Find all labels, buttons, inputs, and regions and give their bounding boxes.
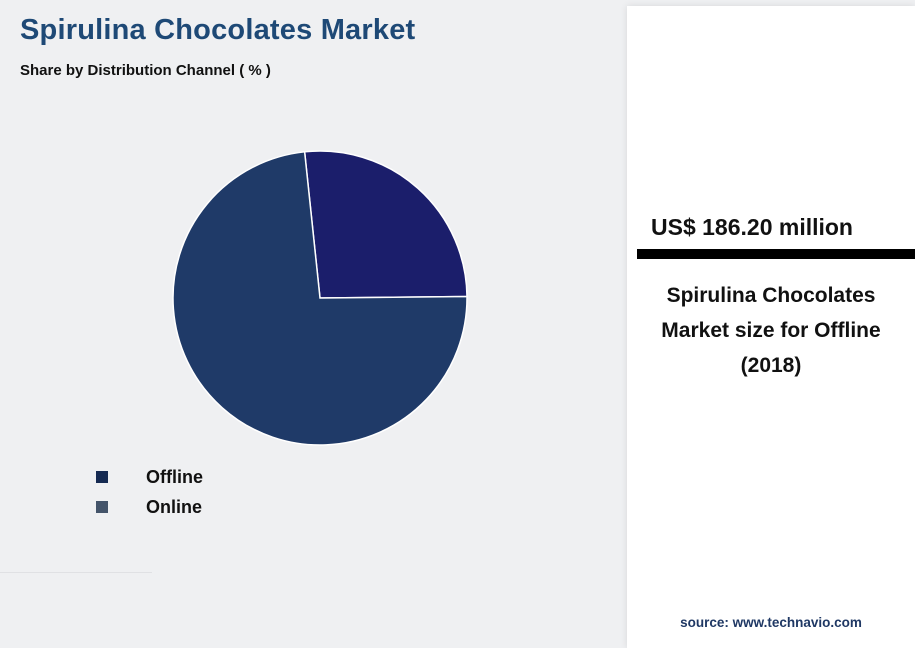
market-size-value: US$ 186.20 million [651,214,853,240]
legend-label-offline: Offline [146,466,203,487]
pie-chart [170,148,470,448]
bottom-divider [0,572,152,573]
legend-item-offline: Offline [96,462,203,492]
pie-slice-online [303,150,468,299]
source-attribution: source: www.technavio.com [680,615,862,630]
page-subtitle: Share by Distribution Channel ( % ) [20,62,271,79]
page-title: Spirulina Chocolates Market [20,14,416,46]
legend-label-online: Online [146,496,203,517]
market-size-panel: US$ 186.20 million Spirulina Chocolates … [627,6,915,648]
legend-marker-offline-icon [96,471,108,483]
pie-chart-svg [172,150,468,446]
accent-bar [637,249,915,259]
legend-marker-online-icon [96,501,108,513]
chart-legend: Offline Online [96,462,203,522]
pie-slice-offline [172,150,468,446]
legend-item-online: Online [96,492,203,522]
market-size-description: Spirulina Chocolates Market size for Off… [661,284,881,377]
